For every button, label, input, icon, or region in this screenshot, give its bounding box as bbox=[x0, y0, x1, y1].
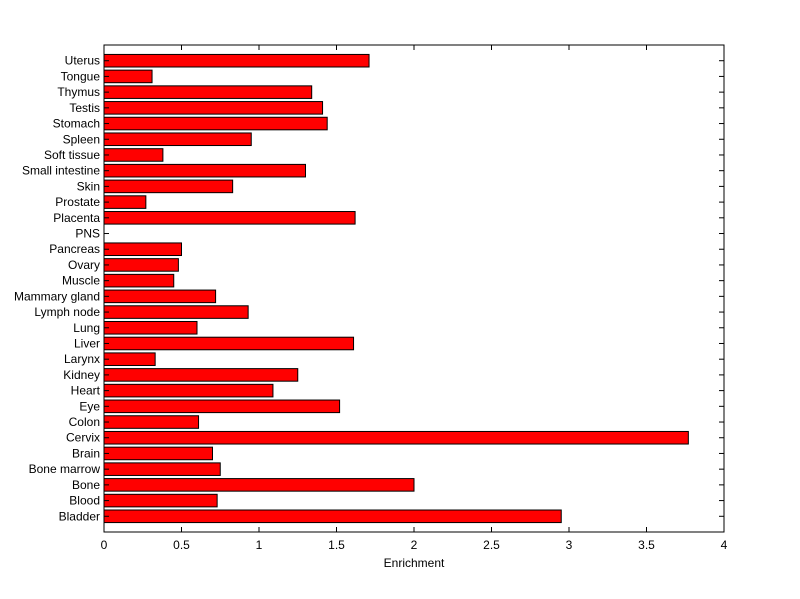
x-ticks-group: 0 0.5 1 1.5 2 2.5 3 3.5 4 bbox=[101, 45, 728, 552]
y-tick-label-spleen: Spleen bbox=[63, 132, 100, 146]
y-tick-label-liver: Liver bbox=[74, 336, 100, 350]
bar-larynx bbox=[103, 352, 156, 366]
y-tick-label-soft-tissue: Soft tissue bbox=[44, 148, 100, 162]
bar-bone-marrow bbox=[103, 462, 221, 476]
bar-mammary-gland bbox=[103, 289, 217, 304]
x-tick-label: 0 bbox=[101, 538, 108, 552]
bar-pancreas bbox=[103, 242, 182, 257]
bar-stomach bbox=[103, 116, 328, 131]
bar-cervix bbox=[103, 430, 689, 445]
bar-blood bbox=[103, 493, 218, 508]
x-tick-label: 2.5 bbox=[483, 538, 500, 552]
y-tick-label-placenta: Placenta bbox=[53, 211, 100, 225]
bar-tongue bbox=[103, 69, 153, 84]
bar-eye bbox=[103, 399, 341, 414]
bar-colon bbox=[103, 415, 200, 429]
y-tick-label-lung: Lung bbox=[73, 321, 100, 335]
bar-lung bbox=[103, 320, 198, 335]
y-tick-label-skin: Skin bbox=[77, 179, 100, 193]
plot-frame bbox=[103, 44, 725, 533]
x-tick-label: 3.5 bbox=[638, 538, 655, 552]
y-tick-label-muscle: Muscle bbox=[62, 274, 100, 288]
bar-lymph-node bbox=[103, 305, 249, 319]
bar-heart bbox=[103, 383, 274, 398]
x-tick-label: 3 bbox=[566, 538, 573, 552]
y-tick-label-bone-marrow: Bone marrow bbox=[29, 462, 101, 476]
y-tick-label-cervix: Cervix bbox=[66, 431, 100, 445]
y-tick-label-kidney: Kidney bbox=[63, 368, 100, 382]
y-tick-label-blood: Blood bbox=[69, 494, 100, 508]
y-tick-label-heart: Heart bbox=[71, 384, 101, 398]
bar-kidney bbox=[103, 368, 299, 382]
bar-spleen bbox=[103, 132, 252, 147]
bar-thymus bbox=[103, 85, 313, 99]
bar-ovary bbox=[103, 258, 179, 272]
y-tick-label-small-intestine: Small intestine bbox=[22, 164, 100, 178]
y-tick-label-bone: Bone bbox=[72, 478, 100, 492]
bar-liver bbox=[103, 336, 355, 351]
y-tick-label-tongue: Tongue bbox=[61, 69, 101, 83]
x-tick-label: 1.5 bbox=[328, 538, 345, 552]
y-tick-label-mammary-gland: Mammary gland bbox=[14, 289, 100, 303]
bar-uterus bbox=[103, 53, 370, 68]
bar-testis bbox=[103, 101, 324, 115]
bar-bladder bbox=[103, 509, 562, 524]
x-tick-label: 1 bbox=[256, 538, 263, 552]
y-tick-label-thymus: Thymus bbox=[57, 85, 100, 99]
y-tick-label-testis: Testis bbox=[69, 101, 100, 115]
y-tick-label-prostate: Prostate bbox=[55, 195, 100, 209]
bar-brain bbox=[103, 446, 213, 461]
y-tick-label-lymph-node: Lymph node bbox=[34, 305, 100, 319]
bar-prostate bbox=[103, 195, 147, 209]
x-axis-label: Enrichment bbox=[384, 556, 445, 570]
y-tick-label-pns: PNS bbox=[75, 227, 100, 241]
bar-skin bbox=[103, 179, 234, 194]
y-tick-label-pancreas: Pancreas bbox=[49, 242, 100, 256]
bar-placenta bbox=[103, 211, 356, 225]
y-tick-label-ovary: Ovary bbox=[68, 258, 100, 272]
y-tick-label-eye: Eye bbox=[79, 399, 100, 413]
bar-bone bbox=[103, 478, 415, 492]
x-tick-label: 2 bbox=[411, 538, 418, 552]
y-tick-label-larynx: Larynx bbox=[64, 352, 100, 366]
y-tick-label-colon: Colon bbox=[69, 415, 100, 429]
x-tick-label: 0.5 bbox=[173, 538, 190, 552]
bar-muscle bbox=[103, 273, 175, 288]
y-tick-label-bladder: Bladder bbox=[59, 509, 100, 523]
bar-soft-tissue bbox=[103, 148, 164, 162]
y-tick-label-stomach: Stomach bbox=[53, 117, 100, 131]
x-tick-label: 4 bbox=[721, 538, 728, 552]
y-tick-label-brain: Brain bbox=[72, 446, 100, 460]
y-tick-label-uterus: Uterus bbox=[65, 54, 100, 68]
bar-small-intestine bbox=[103, 163, 306, 178]
